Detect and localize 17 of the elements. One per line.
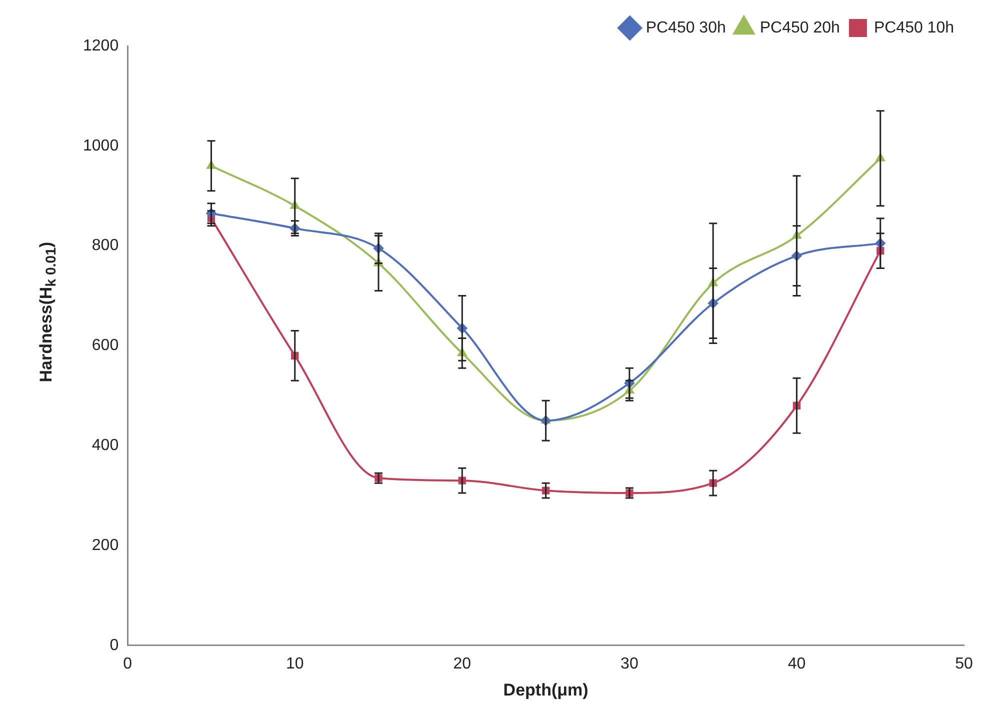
legend-label: PC450 10h [874, 19, 954, 36]
y-tick-label: 1200 [83, 37, 119, 54]
y-tick-label: 0 [110, 636, 119, 654]
y-tick-label: 800 [92, 237, 119, 254]
y-tick-label: 1000 [83, 137, 119, 154]
legend-label: PC450 30h [646, 19, 726, 36]
x-tick-label: 50 [955, 655, 973, 672]
x-tick-label: 0 [123, 655, 132, 672]
x-axis-title: Depth(μm) [503, 680, 588, 700]
x-tick-label: 20 [453, 655, 472, 672]
legend-label: PC450 20h [760, 19, 840, 36]
x-tick-label: 10 [286, 655, 304, 672]
x-tick-label: 40 [788, 655, 806, 672]
y-tick-label: 400 [92, 437, 119, 454]
x-tick-label: 30 [620, 655, 638, 672]
y-tick-label: 600 [92, 337, 119, 354]
y-tick-label: 200 [92, 536, 119, 554]
